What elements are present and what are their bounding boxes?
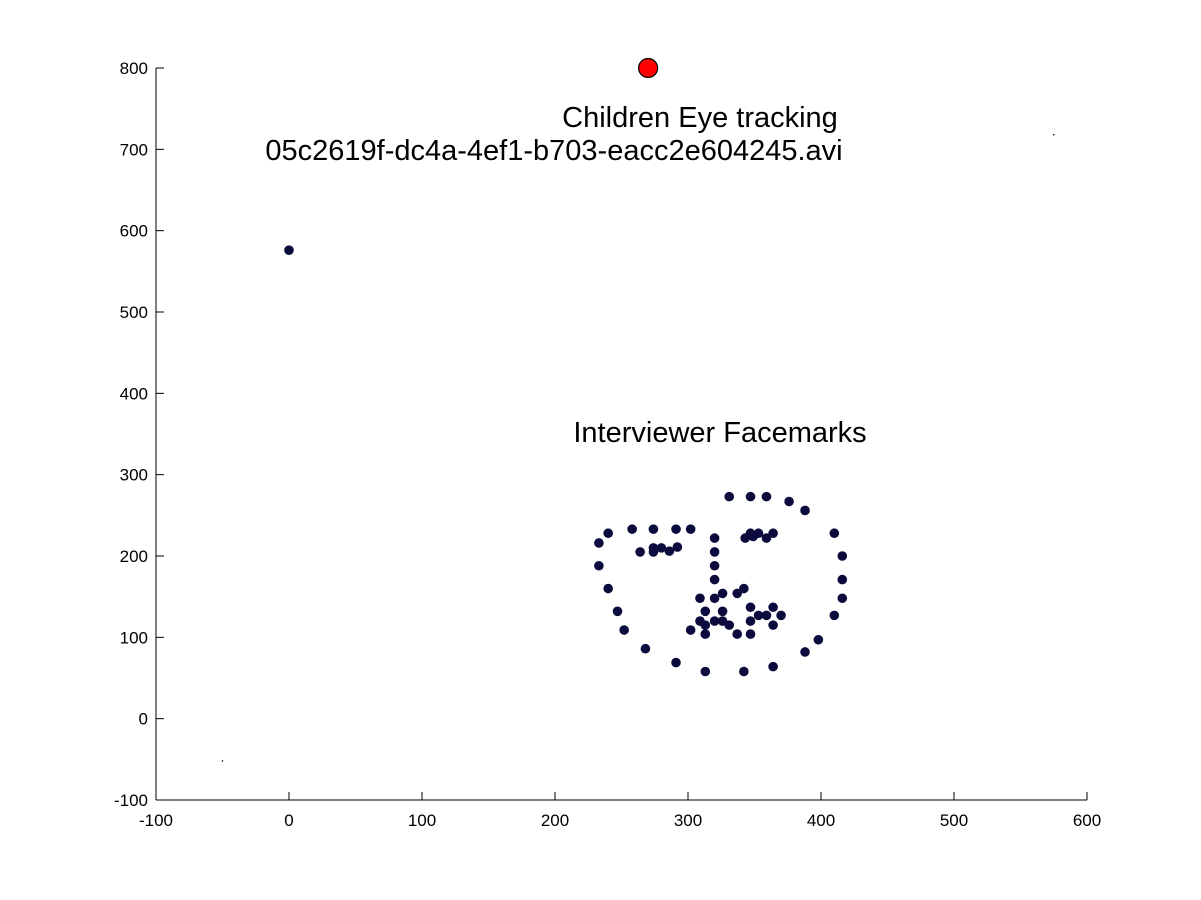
facemark-point [800,505,810,516]
facemark-point [739,583,749,594]
facemark-point [709,593,720,604]
facemark-point [635,547,645,557]
facemark-point [671,524,681,534]
y-tick-label: 400 [120,384,148,403]
facemark-point [800,647,810,657]
facemark-point [768,528,778,539]
y-tick-label: 200 [120,547,148,566]
facemark-point [685,625,696,635]
facemark-point [768,620,778,630]
facemark-point [640,643,651,654]
facemark-point [685,524,696,534]
facemark-point [717,606,728,617]
y-tick-label: 0 [139,710,148,729]
facemark-point [745,491,756,502]
video-filename: 05c2619f-dc4a-4ef1-b703-eacc2e604245.avi [265,135,842,167]
stray-point [221,760,224,762]
facemark-point [648,547,659,557]
facemark-point [603,528,613,539]
facemark-point [724,491,735,502]
facemark-point [739,666,749,677]
facemark-point [648,524,659,534]
x-tick-label: -100 [139,811,173,830]
facemark-point [745,616,756,626]
facemark-point [672,542,683,552]
facemark-point [664,546,675,556]
facemark-point [732,588,743,599]
facemark-point [700,666,711,677]
chart-axes: -100 0 100 200 300 400 500 600 -100 0 100 200 300 400… [114,59,1101,830]
x-tick-label: 200 [541,811,569,830]
facemark-point [745,629,756,639]
facemark-point [594,560,604,571]
facemark-point [753,610,764,621]
x-tick-label: 400 [807,811,835,830]
facemark-point [603,583,613,594]
y-tick-label: -100 [114,791,148,810]
y-tick-label: 800 [120,59,148,78]
facemark-point [671,657,681,668]
facemark-point [700,606,711,617]
facemark-point [761,610,772,621]
facemark-point [768,602,778,613]
facemark-point [709,533,720,543]
x-tick-label: 100 [408,811,436,830]
x-tick-label: 300 [674,811,702,830]
y-tick-label: 500 [120,303,148,322]
facemarks-label: Interviewer Facemarks [573,417,866,449]
facemark-point [709,560,720,571]
stray-point [1052,133,1055,136]
facemark-point [748,531,758,542]
facemark-point [695,593,705,604]
chart-marks [221,57,1055,762]
facemark-point [612,606,623,617]
y-tick-label: 600 [120,222,148,241]
y-tick-label: 300 [120,466,148,485]
facemark-point [761,491,772,502]
facemark-point [732,629,743,639]
facemark-point [768,661,778,672]
facemark-point [709,574,720,585]
facemark-point [284,245,294,255]
y-tick-label: 700 [120,140,148,159]
facemark-point [745,602,756,613]
x-tick-label: 500 [940,811,968,830]
x-tick-label: 0 [284,811,293,830]
facemark-point [709,616,720,626]
facemark-point [837,593,848,604]
facemark-point [761,533,772,543]
facemark-point [829,610,840,621]
facemark-point [709,547,720,557]
facemark-point [724,620,735,630]
facemark-point [813,634,824,645]
facemark-point [717,588,728,599]
gaze-point [637,57,659,79]
facemark-point [837,551,848,561]
facemark-point [627,524,637,534]
facemark-point [656,543,667,553]
facemark-point [700,620,711,630]
eye-tracking-title: Children Eye tracking [562,102,838,134]
facemark-point [784,496,794,507]
facemark-point [776,610,786,621]
y-tick-label: 100 [120,628,148,647]
facemark-point [700,629,711,639]
facemark-point [619,625,629,635]
x-tick-label: 600 [1073,811,1101,830]
facemark-point [594,538,604,548]
facemark-point [829,528,840,539]
facemark-point [837,574,848,585]
